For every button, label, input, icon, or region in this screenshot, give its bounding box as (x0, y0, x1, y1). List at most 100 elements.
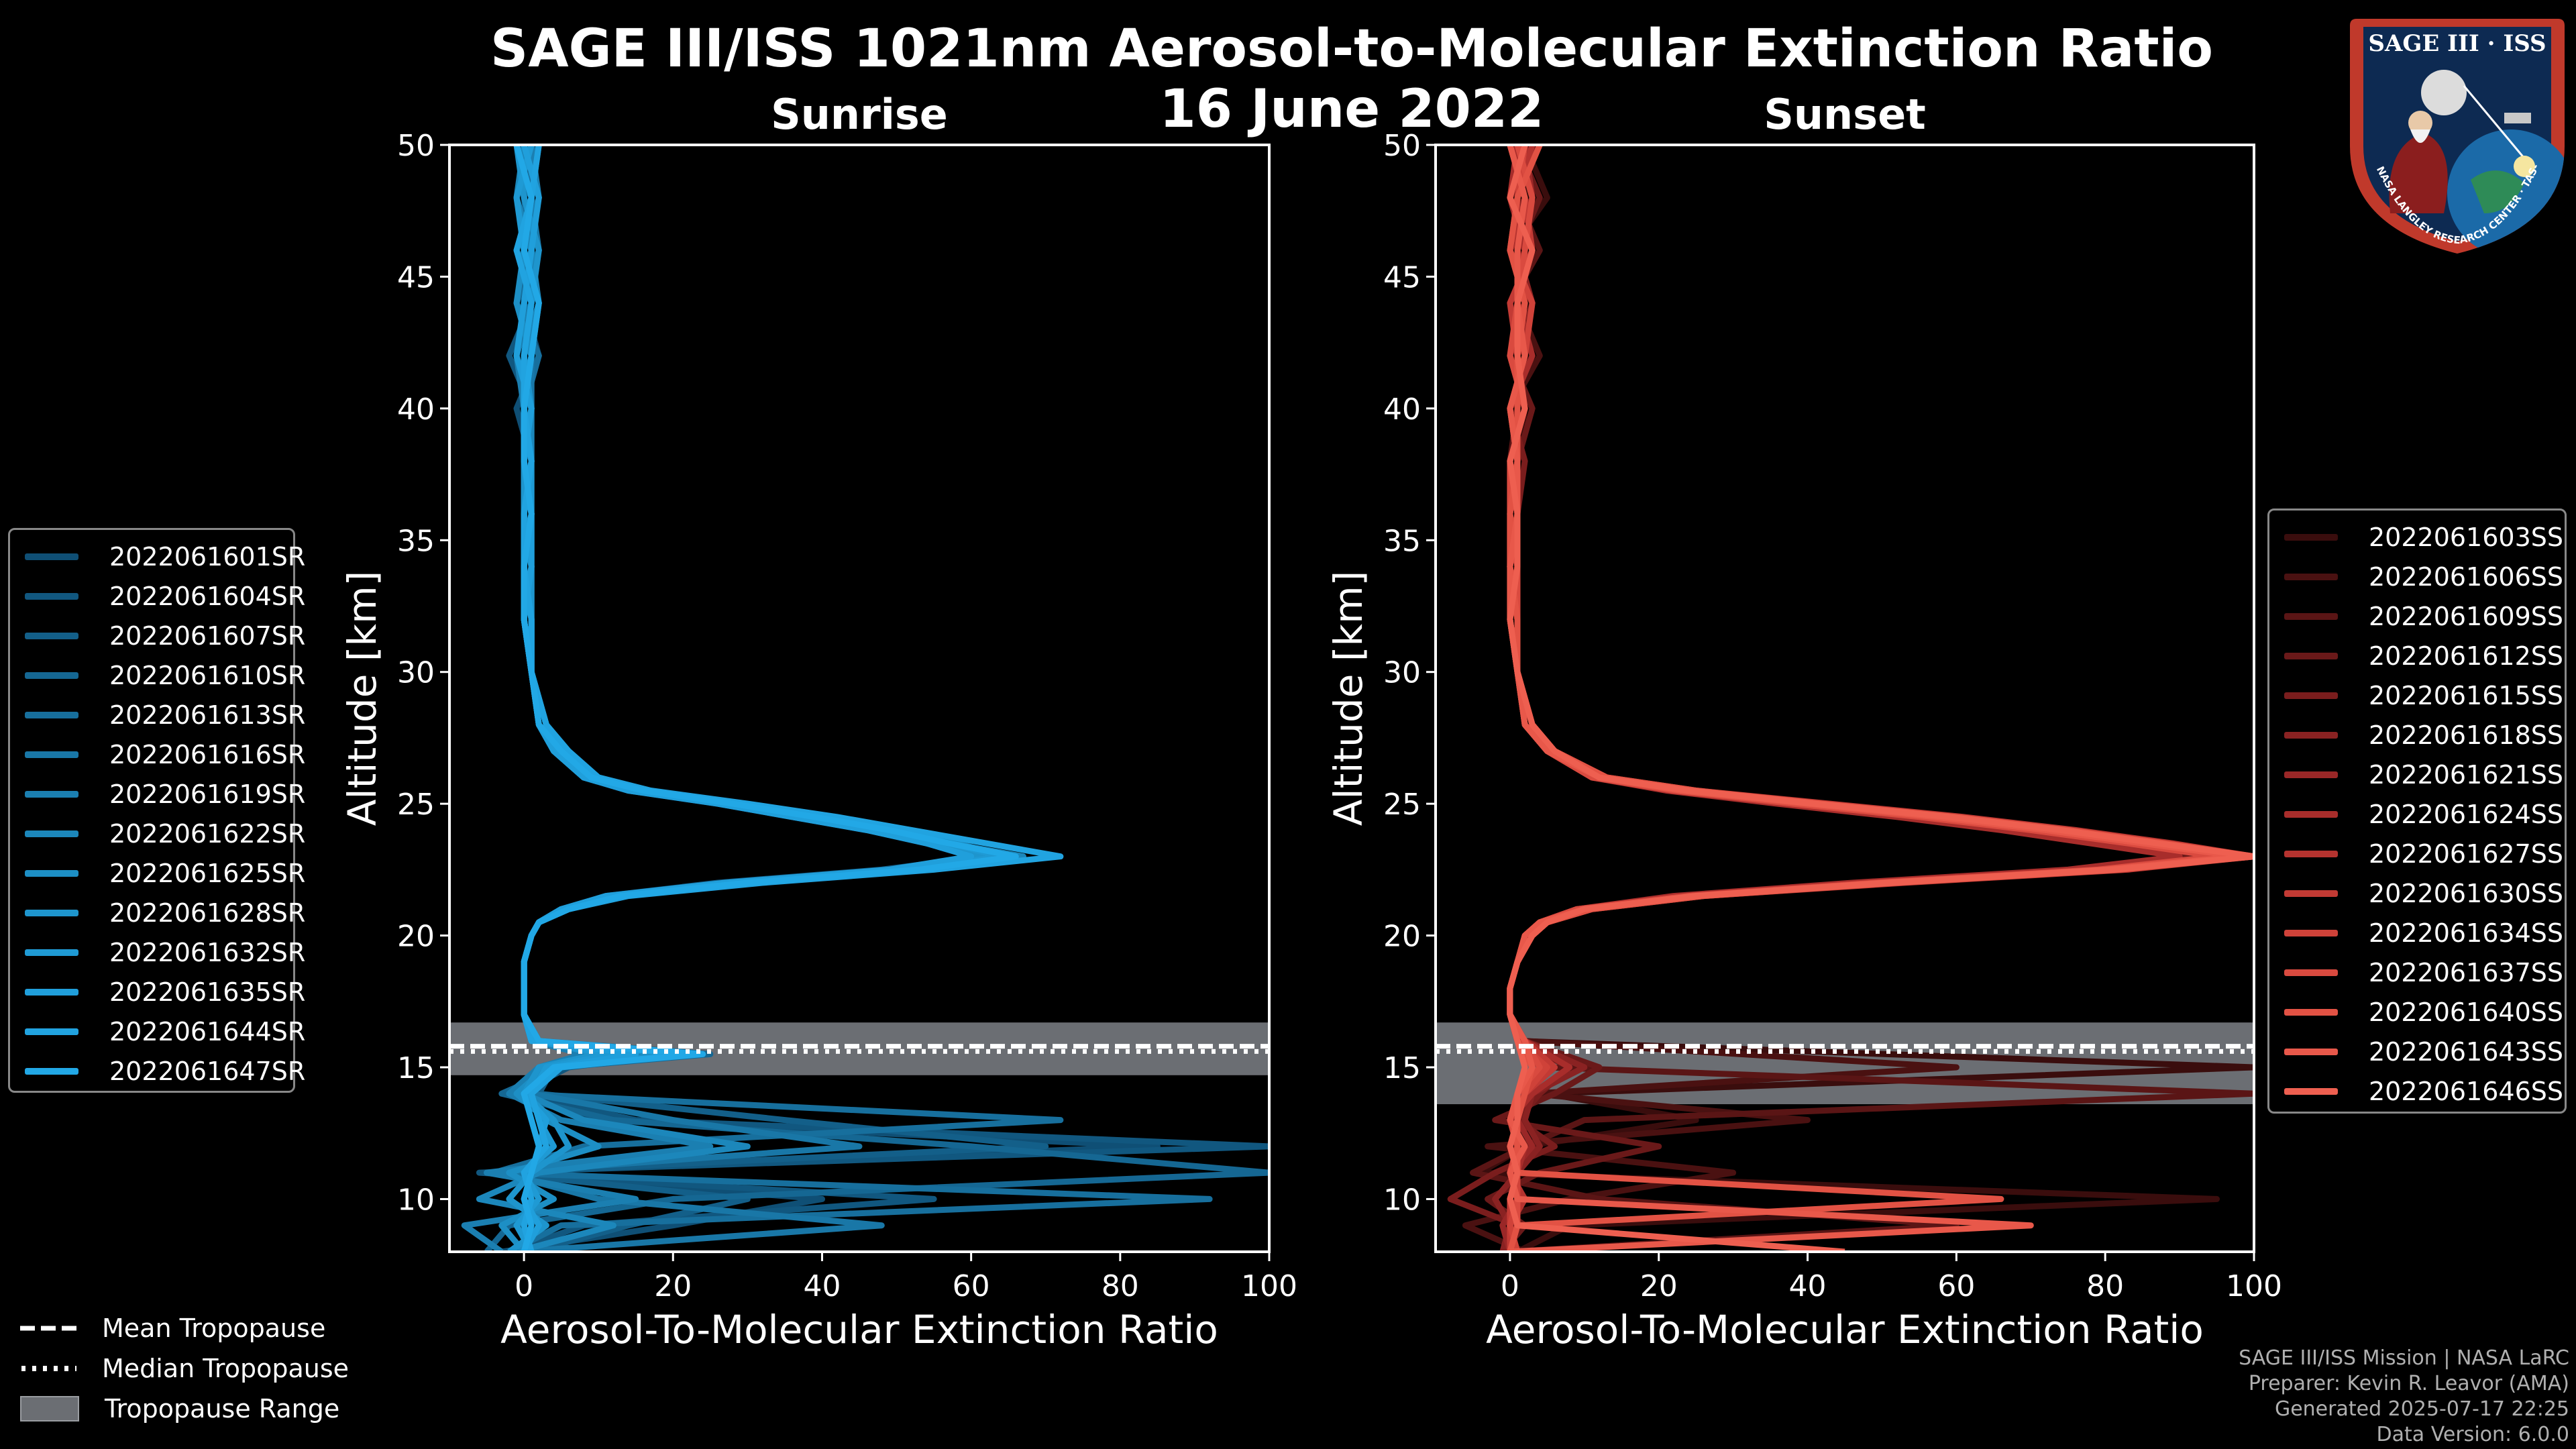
sunrise-ytick-label: 20 (397, 920, 435, 954)
sunset-legend-swatch (2284, 1009, 2338, 1016)
logo-title: SAGE III · ISS (2368, 30, 2546, 57)
sunrise-series-2022061607SR (491, 145, 1049, 1252)
sunset-ytick-label: 40 (1383, 392, 1421, 427)
sunrise-series-2022061613SR (491, 145, 1213, 1252)
dotted-line-icon (21, 1366, 76, 1371)
sunrise-plot-frame (448, 144, 1271, 1253)
sunrise-legend-label: 2022061607SR (109, 621, 306, 651)
sunset-legend-entry: 2022061618SS (2284, 720, 2563, 750)
sunrise-legend-entry: 2022061607SR (25, 621, 305, 651)
sage-mission-logo-icon: SAGE III · ISS BALL · NASA LANGLEY RESEA… (2343, 12, 2565, 254)
sunrise-series-2022061622SR (476, 145, 1026, 1252)
sunrise-xtick-label: 0 (515, 1269, 533, 1303)
sunrise-legend-label: 2022061604SR (109, 582, 306, 611)
sunrise-legend-swatch (25, 751, 78, 758)
sunset-legend-entry: 2022061640SS (2284, 998, 2563, 1027)
sunset-legend-swatch (2284, 969, 2338, 976)
sunset-legend-label: 2022061637SS (2369, 958, 2564, 987)
sunrise-series-2022061647SR (513, 145, 1019, 1252)
sunset-legend-entry: 2022061627SS (2284, 839, 2563, 869)
sunset-legend-entry: 2022061634SS (2284, 918, 2563, 948)
sunrise-legend-entry: 2022061622SR (25, 819, 305, 849)
chart-title: SAGE III/ISS 1021nm Aerosol-to-Molecular… (490, 19, 2213, 79)
sunrise-legend-entry: 2022061625SR (25, 859, 305, 888)
sunset-legend-entry: 2022061609SS (2284, 602, 2563, 631)
sunset-legend-entry: 2022061637SS (2284, 958, 2563, 987)
footer-mission: SAGE III/ISS Mission | NASA LaRC (2239, 1346, 2569, 1370)
sunrise-legend-entry: 2022061610SR (25, 661, 305, 690)
tropopause-legend: Mean Tropopause Median Tropopause Tropop… (20, 1308, 349, 1429)
sunrise-legend-label: 2022061616SR (109, 740, 306, 769)
sunrise-xtick-label: 80 (1102, 1269, 1139, 1303)
sunrise-ytick-label: 50 (397, 129, 435, 163)
sunset-ytick-label: 35 (1383, 524, 1421, 558)
sunrise-legend-swatch (25, 712, 78, 718)
dashed-line-icon (20, 1326, 76, 1331)
sunset-xtick-label: 100 (2226, 1269, 2282, 1303)
sunset-legend-entry: 2022061606SS (2284, 562, 2563, 592)
sunrise-legend-swatch (25, 870, 78, 877)
sunrise-xtick-label: 20 (654, 1269, 692, 1303)
sunset-legend-label: 2022061603SS (2369, 523, 2564, 552)
sunset-legend-entry: 2022061603SS (2284, 523, 2563, 552)
sunset-legend-entry: 2022061612SS (2284, 641, 2563, 671)
footer-version: Data Version: 6.0.0 (2376, 1423, 2569, 1446)
sunset-legend-swatch (2284, 613, 2338, 620)
sunrise-legend-entry: 2022061613SR (25, 700, 305, 730)
sunrise-legend-swatch (25, 949, 78, 956)
sunset-legend-entry: 2022061646SS (2284, 1077, 2563, 1106)
sunset-legend-swatch (2284, 732, 2338, 739)
sunset-legend-label: 2022061618SS (2369, 720, 2564, 750)
sunset-legend: 2022061603SS 2022061606SS 2022061609SS 2022… (2267, 508, 2567, 1114)
sunset-plot-frame (1434, 144, 2255, 1253)
sunrise-legend-swatch (25, 672, 78, 679)
sunset-legend-swatch (2284, 1088, 2338, 1095)
sunset-legend-entry: 2022061630SS (2284, 879, 2563, 908)
sunset-legend-label: 2022061615SS (2369, 681, 2564, 710)
sunset-xtick-label: 60 (1937, 1269, 1975, 1303)
sunrise-legend-label: 2022061613SR (109, 700, 306, 730)
sunset-panel-title: Sunset (1764, 90, 1926, 139)
sunset-ytick-label: 45 (1383, 260, 1421, 294)
sunrise-legend-entry: 2022061632SR (25, 938, 305, 967)
sunset-legend-entry: 2022061621SS (2284, 760, 2563, 790)
sunset-x-axis-label: Aerosol-To-Molecular Extinction Ratio (1486, 1307, 2204, 1352)
sunrise-xtick-label: 100 (1241, 1269, 1297, 1303)
sunrise-legend-label: 2022061625SR (109, 859, 306, 888)
legend-mean-label: Mean Tropopause (102, 1313, 326, 1343)
sunrise-ytick-label: 15 (397, 1051, 435, 1085)
sunset-legend-entry: 2022061643SS (2284, 1037, 2563, 1067)
sunset-legend-label: 2022061643SS (2369, 1037, 2564, 1067)
legend-median-label: Median Tropopause (102, 1354, 349, 1383)
sunrise-series-2022061628SR (506, 145, 989, 1252)
sunrise-legend-swatch (25, 910, 78, 916)
legend-tropopause-range: Tropopause Range (20, 1389, 349, 1429)
sunrise-legend-swatch (25, 791, 78, 798)
legend-median-tropopause: Median Tropopause (20, 1348, 349, 1389)
sunset-legend-label: 2022061646SS (2369, 1077, 2564, 1106)
sunrise-xtick-label: 60 (953, 1269, 990, 1303)
sunset-legend-swatch (2284, 771, 2338, 778)
sunrise-legend-entry: 2022061647SR (25, 1057, 305, 1086)
sunrise-legend-label: 2022061628SR (109, 898, 306, 928)
sunset-legend-label: 2022061609SS (2369, 602, 2564, 631)
sunrise-ytick-label: 45 (397, 260, 435, 294)
sunset-ytick-label: 15 (1383, 1051, 1421, 1085)
sunrise-panel-title: Sunrise (771, 90, 948, 139)
sunrise-legend-entry: 2022061628SR (25, 898, 305, 928)
sunrise-legend-swatch (25, 633, 78, 639)
sunrise-legend-label: 2022061619SR (109, 780, 306, 809)
sunset-y-axis-label: Altitude [km] (1326, 571, 1371, 826)
sunset-legend-entry: 2022061615SS (2284, 681, 2563, 710)
sunset-legend-swatch (2284, 534, 2338, 541)
sunset-xtick-label: 0 (1501, 1269, 1519, 1303)
sunset-series-2022061646SS (1507, 145, 2254, 1252)
legend-mean-tropopause: Mean Tropopause (20, 1308, 349, 1348)
sunrise-legend-entry: 2022061601SR (25, 542, 305, 572)
sunset-legend-label: 2022061624SS (2369, 800, 2564, 829)
sunset-ytick-label: 10 (1383, 1183, 1421, 1217)
sunrise-legend-entry: 2022061616SR (25, 740, 305, 769)
sunrise-legend-entry: 2022061635SR (25, 977, 305, 1007)
sunrise-ytick-label: 30 (397, 656, 435, 690)
sunrise-xtick-label: 40 (803, 1269, 841, 1303)
